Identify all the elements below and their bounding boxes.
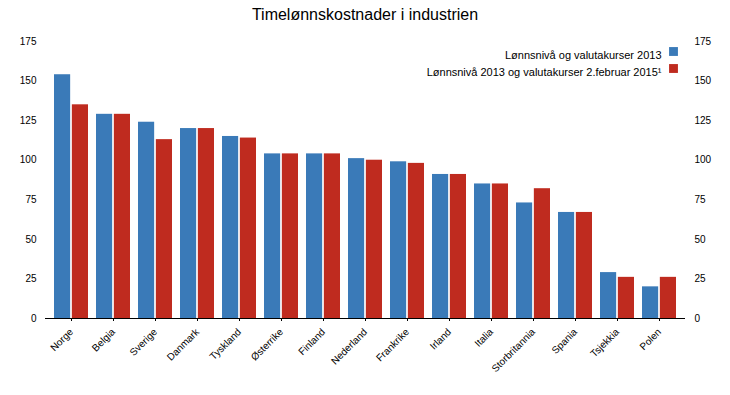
svg-text:100: 100 [20,154,37,165]
svg-text:Spania: Spania [549,326,579,356]
svg-text:150: 150 [20,75,37,86]
svg-text:50: 50 [25,234,37,245]
svg-text:Belgia: Belgia [90,326,118,354]
svg-text:25: 25 [25,273,37,284]
svg-text:Irland: Irland [428,326,453,351]
svg-text:175: 175 [20,36,37,47]
svg-text:50: 50 [695,234,707,245]
svg-text:Østerrike: Østerrike [249,326,286,363]
svg-text:75: 75 [695,194,707,205]
svg-text:0: 0 [695,313,701,324]
svg-text:25: 25 [695,273,707,284]
svg-text:Danmark: Danmark [165,326,202,363]
svg-text:Lønnsnivå 2013 og valutakurser: Lønnsnivå 2013 og valutakurser 2.februar… [427,66,662,78]
svg-text:0: 0 [31,313,37,324]
svg-text:125: 125 [695,115,712,126]
svg-text:Storbritannia: Storbritannia [489,326,537,374]
svg-text:Polen: Polen [637,326,663,352]
svg-text:125: 125 [20,115,37,126]
svg-text:175: 175 [695,36,712,47]
svg-text:Italia: Italia [472,326,495,349]
svg-text:Finland: Finland [296,326,327,357]
svg-text:Frankrike: Frankrike [374,326,412,364]
svg-text:Nederland: Nederland [329,326,369,366]
svg-text:150: 150 [695,75,712,86]
svg-text:Tsjekkia: Tsjekkia [588,326,621,359]
svg-text:Sverige: Sverige [127,326,159,358]
svg-text:Tyskland: Tyskland [207,326,243,362]
svg-text:Lønnsnivå og valutakurser 2013: Lønnsnivå og valutakurser 2013 [505,49,662,61]
svg-text:75: 75 [25,194,37,205]
html-text:Timelønnskostnader i industrie: Timelønnskostnader i industrien [251,6,479,23]
svg-text:Norge: Norge [48,326,75,353]
svg-text:100: 100 [695,154,712,165]
